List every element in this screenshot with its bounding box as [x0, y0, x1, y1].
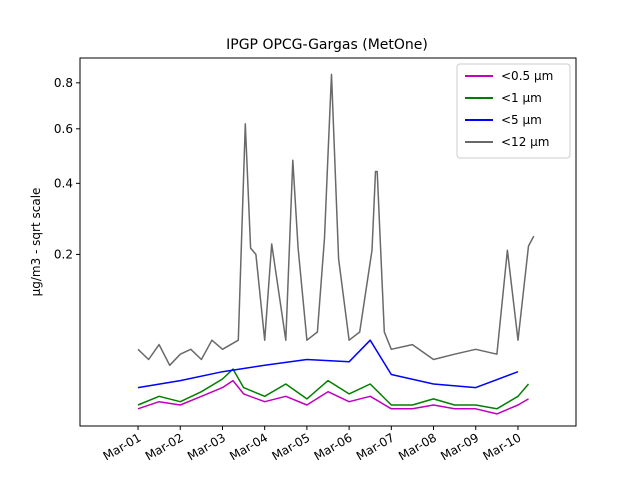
- series-lines: [137, 73, 535, 415]
- y-axis-label: µg/m3 - sqrt scale: [29, 188, 43, 297]
- x-tick-label-0: Mar-01: [101, 430, 144, 463]
- series-line-3: [137, 73, 535, 367]
- plot-frame: [79, 57, 577, 427]
- x-tick-label-1: Mar-02: [143, 430, 186, 463]
- y-axis: 0.2 0.4 0.6 0.8: [54, 76, 80, 261]
- legend-label-3: <12 µm: [501, 135, 549, 149]
- x-tick-label-5: Mar-06: [312, 430, 355, 463]
- x-tick-label-4: Mar-05: [269, 430, 312, 463]
- legend: <0.5 µm <1 µm <5 µm <12 µm: [456, 63, 571, 159]
- x-axis: Mar-01 Mar-02 Mar-03 Mar-04 Mar-05 Mar-06 Mar-…: [101, 426, 524, 463]
- x-tick-label-9: Mar-10: [481, 430, 524, 463]
- legend-label-1: <1 µm: [501, 91, 542, 105]
- x-tick-label-3: Mar-04: [227, 430, 270, 463]
- series-line-2: [137, 339, 519, 389]
- series-line-1: [137, 368, 530, 410]
- x-tick-label-6: Mar-07: [354, 430, 397, 463]
- x-tick-label-8: Mar-09: [438, 430, 481, 463]
- legend-label-0: <0.5 µm: [501, 69, 553, 83]
- y-tick-label-2: 0.6: [54, 122, 73, 136]
- legend-box: [456, 63, 571, 159]
- x-tick-label-2: Mar-03: [185, 430, 228, 463]
- y-tick-label-0: 0.2: [54, 247, 73, 261]
- series-line-0: [137, 379, 529, 415]
- y-tick-label-3: 0.8: [54, 76, 73, 90]
- y-tick-label-1: 0.4: [54, 176, 73, 190]
- chart-title: IPGP OPCG-Gargas (MetOne): [226, 37, 428, 53]
- legend-label-2: <5 µm: [501, 113, 542, 127]
- x-tick-label-7: Mar-08: [396, 430, 439, 463]
